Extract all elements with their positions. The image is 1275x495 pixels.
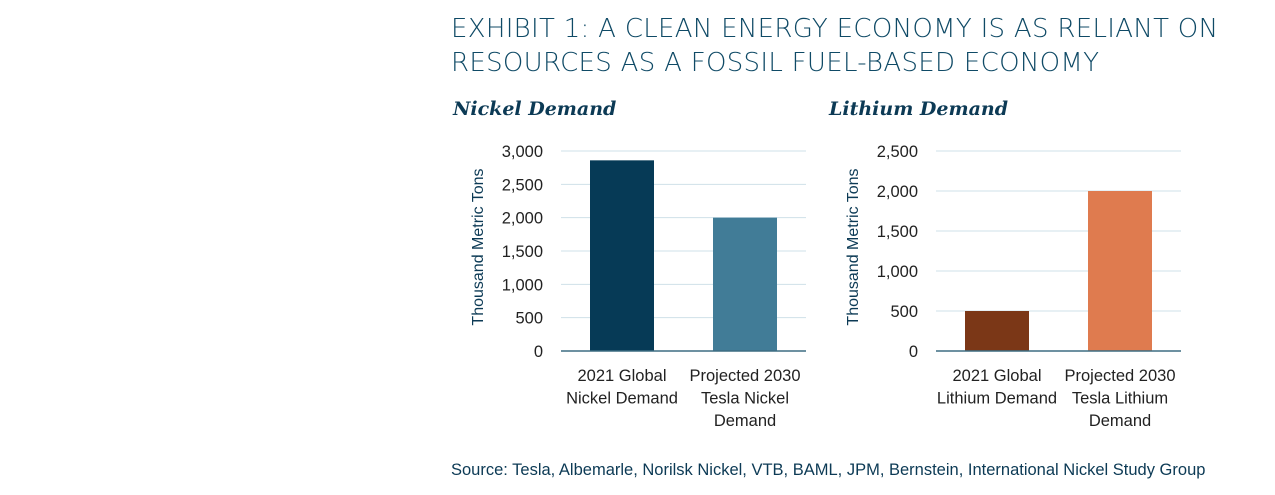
- nickel-category-label-line: Projected 2030: [690, 367, 801, 385]
- nickel-bar-2: [713, 217, 777, 351]
- lithium-bar-1: [965, 311, 1029, 351]
- lithium-ytick-label: 1,500: [877, 223, 918, 241]
- nickel-ytick-label: 1,500: [502, 243, 543, 261]
- lithium-category-label-2: Projected 2030 Tesla Lithium Demand: [1065, 367, 1176, 430]
- lithium-ytick-label: 2,500: [877, 143, 918, 161]
- lithium-category-label-line: 2021 Global: [953, 367, 1042, 385]
- nickel-ytick-label: 2,000: [502, 210, 543, 228]
- lithium-category-label-line: Tesla Lithium: [1072, 390, 1168, 408]
- lithium-category-label-line: Lithium Demand: [937, 390, 1057, 408]
- nickel-ytick-label: 1,000: [502, 276, 543, 294]
- nickel-bar-1: [590, 160, 654, 351]
- nickel-category-label-line: 2021 Global: [578, 367, 667, 385]
- nickel-category-label-line: Nickel Demand: [566, 390, 678, 408]
- nickel-ytick-label: 500: [515, 310, 543, 328]
- lithium-ytick-label: 500: [890, 303, 918, 321]
- nickel-ytick-label: 0: [534, 343, 543, 361]
- lithium-category-label-line: Demand: [1089, 412, 1151, 430]
- nickel-category-label-line: Tesla Nickel: [701, 390, 789, 408]
- nickel-category-label-1: 2021 Global Nickel Demand: [566, 367, 678, 408]
- nickel-ytick-label: 2,500: [502, 176, 543, 194]
- lithium-bar-2: [1088, 191, 1152, 351]
- nickel-category-label-line: Demand: [714, 412, 776, 430]
- chart-title-line-1: EXHIBIT 1: A CLEAN ENERGY ECONOMY IS AS …: [451, 14, 1219, 44]
- lithium-y-axis-label: Thousand Metric Tons: [845, 168, 862, 325]
- nickel-y-axis-label: Thousand Metric Tons: [470, 168, 487, 325]
- lithium-category-label-line: Projected 2030: [1065, 367, 1176, 385]
- lithium-ytick-label: 0: [909, 343, 918, 361]
- source-note: Source: Tesla, Albemarle, Norilsk Nickel…: [451, 461, 1206, 479]
- lithium-ytick-label: 1,000: [877, 263, 918, 281]
- chart-title: EXHIBIT 1: A CLEAN ENERGY ECONOMY IS AS …: [451, 12, 1251, 80]
- nickel-ytick-label: 3,000: [502, 143, 543, 161]
- lithium-category-label-1: 2021 Global Lithium Demand: [937, 367, 1057, 408]
- nickel-panel-title: Nickel Demand: [453, 98, 617, 120]
- chart-title-line-2: RESOURCES AS A FOSSIL FUEL-BASED ECONOMY: [451, 48, 1100, 78]
- lithium-ytick-label: 2,000: [877, 183, 918, 201]
- nickel-category-label-2: Projected 2030 Tesla Nickel Demand: [690, 367, 801, 430]
- lithium-panel-title: Lithium Demand: [829, 98, 1008, 120]
